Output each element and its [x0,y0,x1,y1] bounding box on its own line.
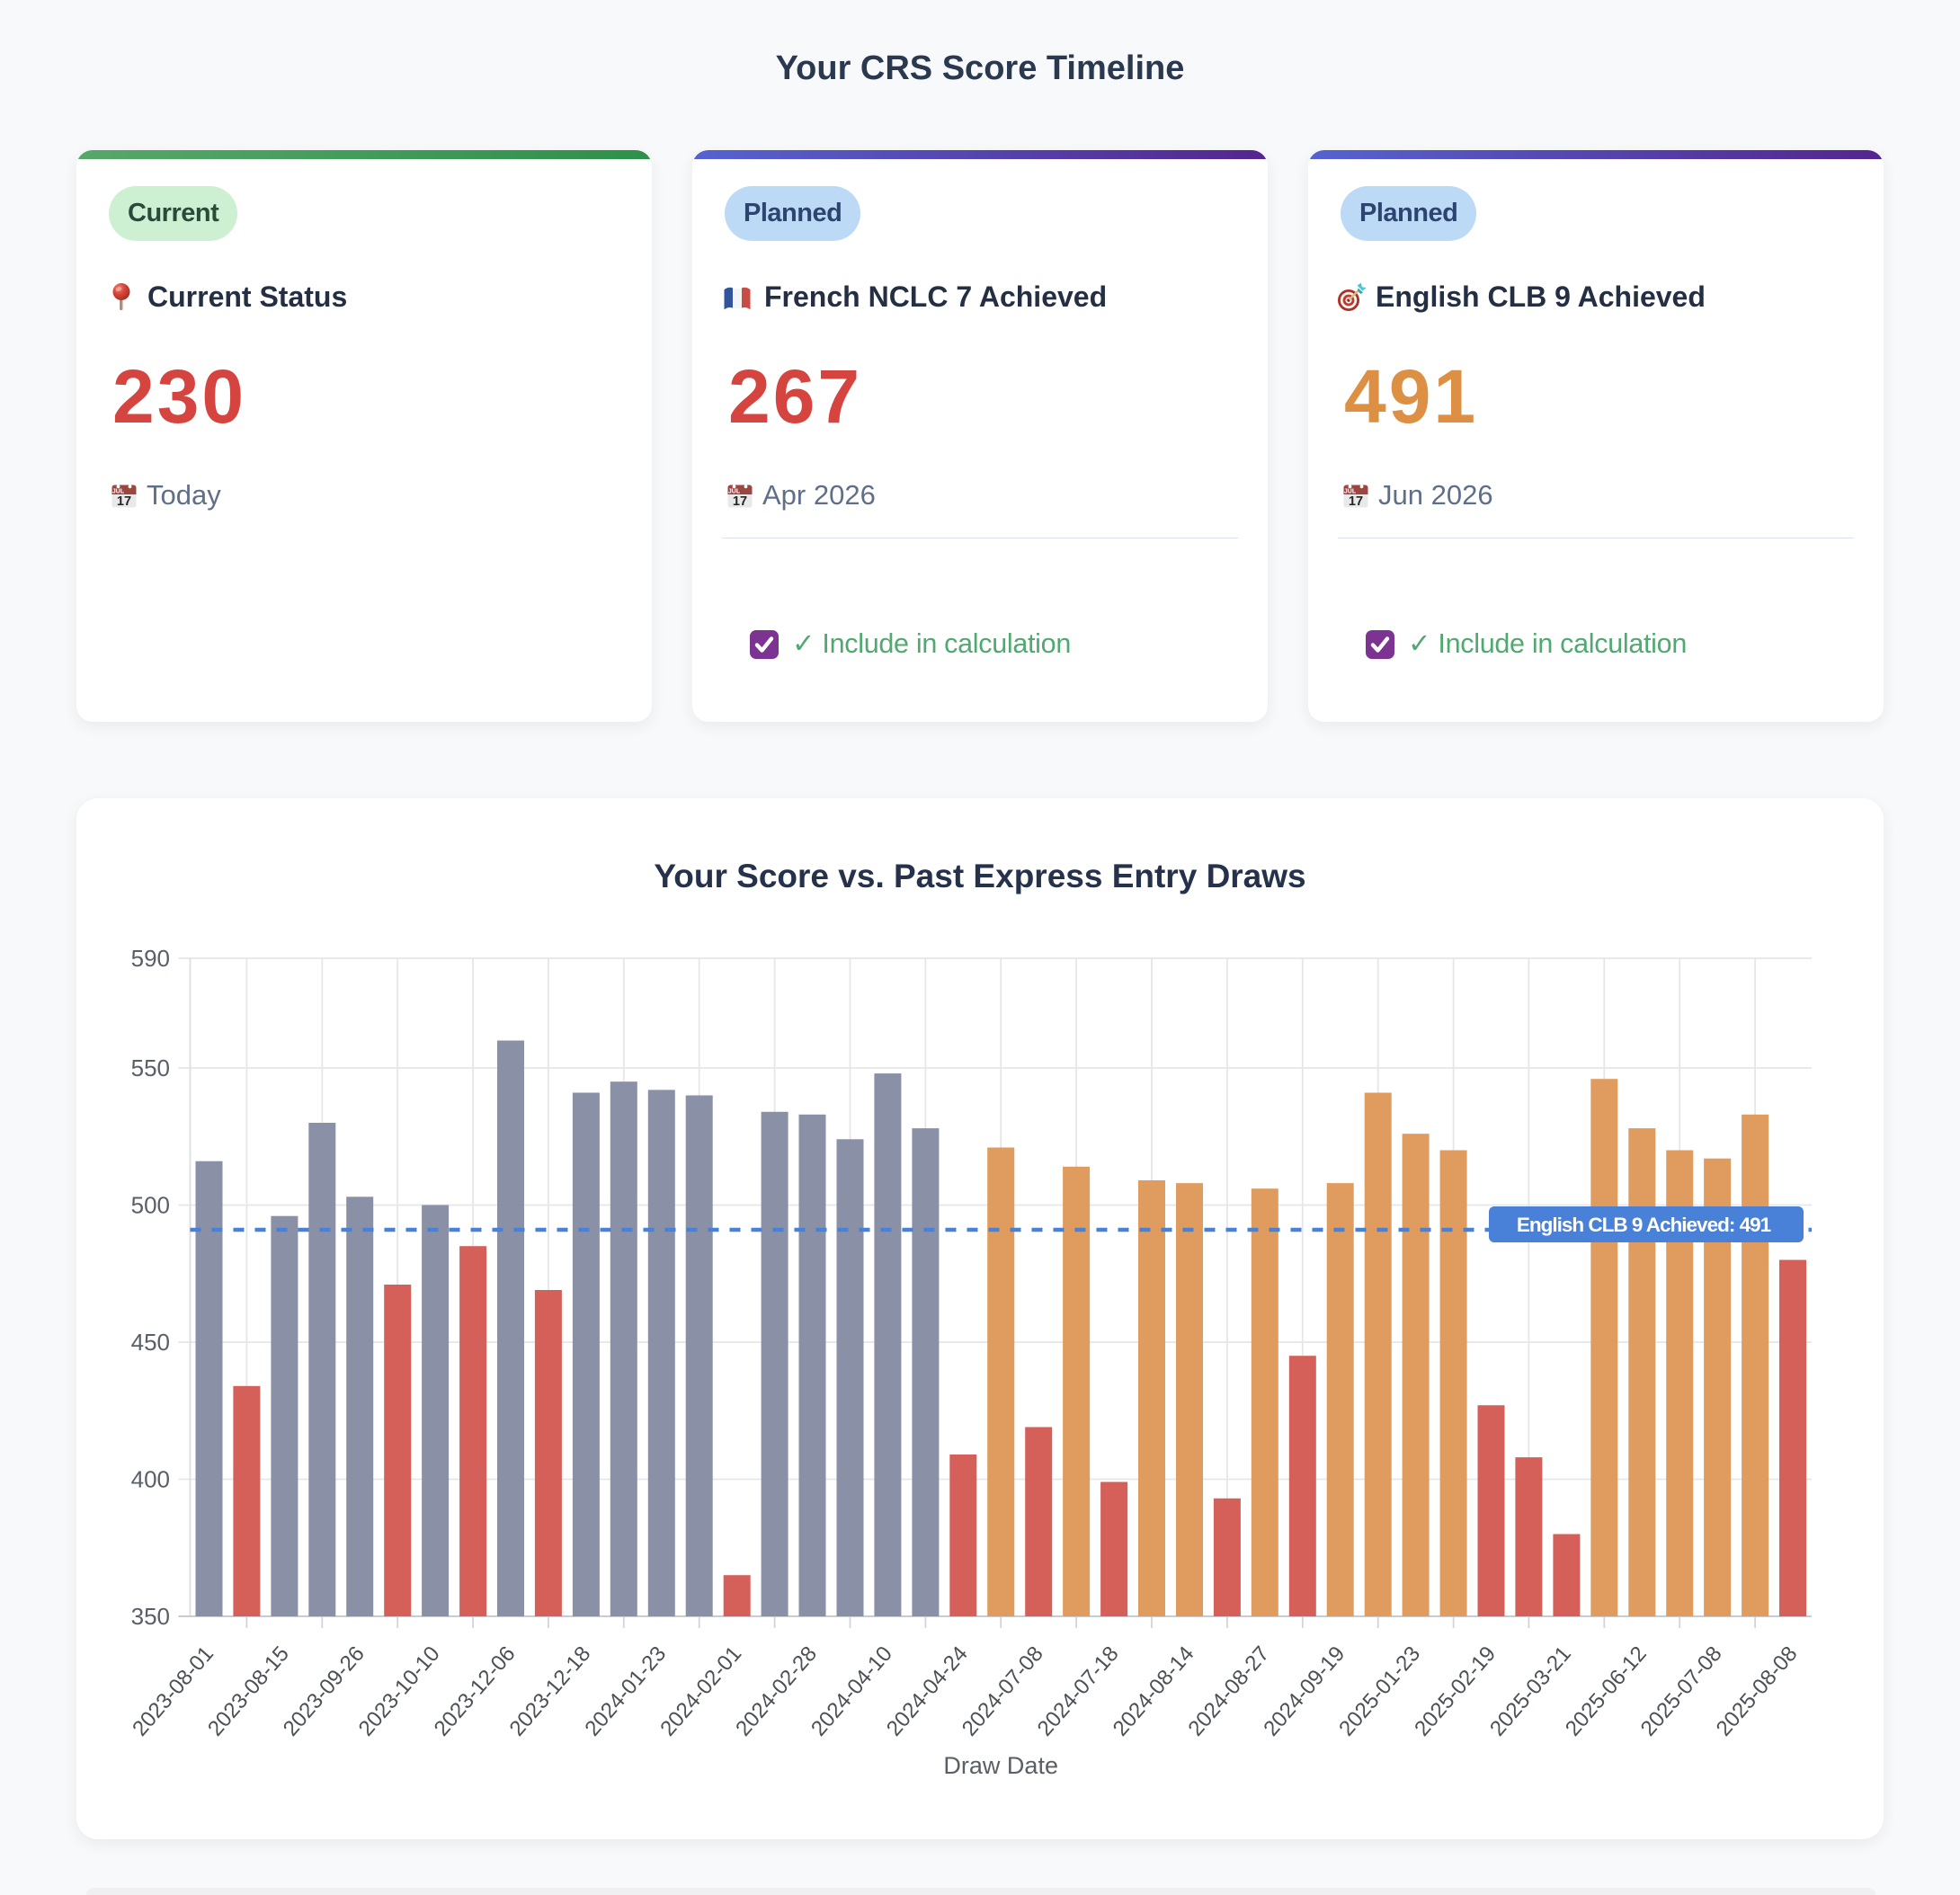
svg-text:400: 400 [131,1466,170,1493]
svg-text:JUL: JUL [1344,489,1357,495]
svg-text:English CLB 9 Achieved: 491: English CLB 9 Achieved: 491 [1517,1214,1771,1236]
svg-text:450: 450 [131,1329,170,1356]
svg-text:550: 550 [131,1054,170,1081]
svg-text:590: 590 [131,945,170,972]
svg-text:500: 500 [131,1192,170,1219]
svg-text:17: 17 [733,494,747,509]
svg-text:17: 17 [1349,494,1363,509]
svg-text:350: 350 [131,1603,170,1630]
svg-text:JUL: JUL [112,489,125,495]
svg-text:17: 17 [117,494,131,509]
svg-text:JUL: JUL [728,489,741,495]
svg-text:Draw Date: Draw Date [943,1752,1058,1779]
